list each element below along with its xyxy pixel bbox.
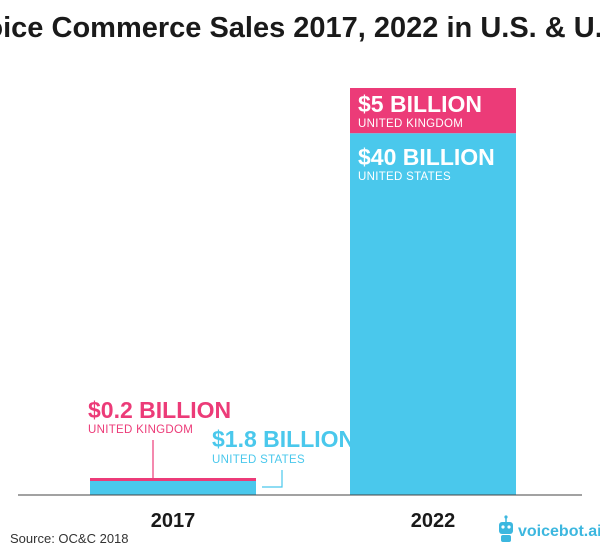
- chart-title: Voice Commerce Sales 2017, 2022 in U.S. …: [0, 12, 600, 44]
- voicebot-logo: voicebot.ai: [499, 515, 600, 542]
- brand-name: voicebot.ai: [518, 523, 600, 540]
- bar-us-2017: [90, 481, 256, 495]
- sub-label-uk-2022: UNITED KINGDOM: [358, 118, 463, 130]
- bar-uk-2022: [350, 88, 516, 134]
- x-tick-labels: 2017 2022: [151, 510, 456, 532]
- bar-uk-2017: [90, 478, 256, 481]
- data-label-uk-2022: $5 BILLION: [358, 91, 482, 117]
- bars-group: [90, 88, 516, 495]
- data-label-us-2022: $40 BILLION: [358, 144, 495, 170]
- x-tick-label-2017: 2017: [151, 510, 196, 532]
- source-note: Source: OC&C 2018: [10, 531, 129, 546]
- leader-line-us-2017: [262, 470, 283, 488]
- sub-label-us-2022: UNITED STATES: [358, 171, 451, 183]
- sub-label-uk-2017: UNITED KINGDOM: [88, 424, 193, 436]
- bar-us-2022: [350, 133, 516, 495]
- data-label-us-2017: $1.8 BILLION: [212, 426, 355, 452]
- data-label-uk-2017: $0.2 BILLION: [88, 397, 231, 423]
- x-tick-label-2022: 2022: [411, 510, 456, 532]
- robot-icon: [499, 515, 513, 542]
- sub-label-us-2017: UNITED STATES: [212, 454, 305, 466]
